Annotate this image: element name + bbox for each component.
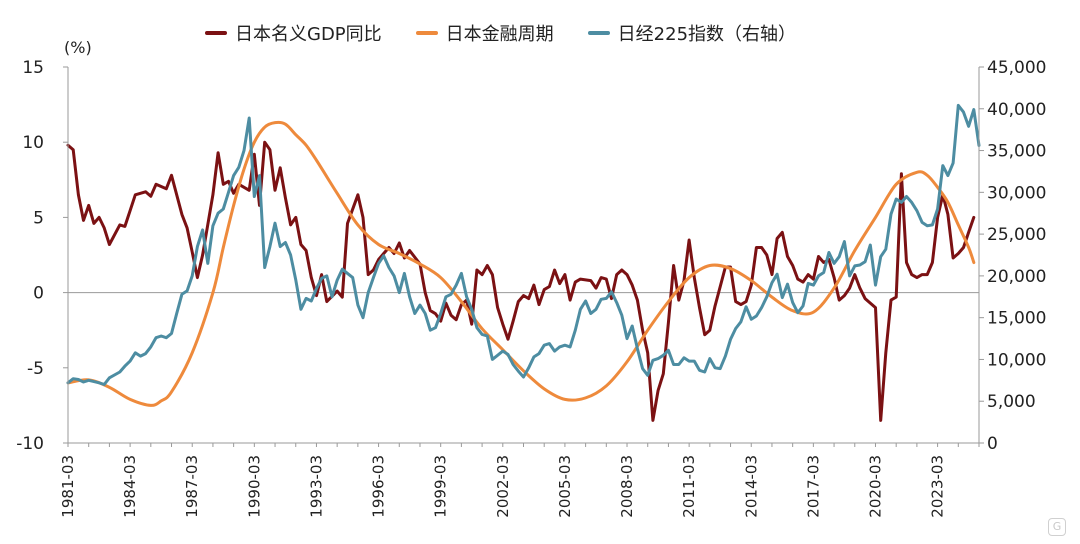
legend-item-nikkei: 日经225指数（右轴） — [587, 20, 797, 46]
x-tick-label: 2020-03 — [866, 455, 884, 518]
legend-swatch-nikkei — [587, 31, 610, 35]
y-left-tick-label: 15 — [22, 58, 44, 78]
legend-label-nikkei: 日经225指数（右轴） — [617, 24, 797, 45]
y-right-tick-label: 25,000 — [987, 225, 1046, 245]
x-tick-label: 2023-03 — [929, 455, 947, 518]
x-tick-label: 1999-03 — [432, 455, 450, 518]
y-axis-unit-label: (%) — [64, 38, 92, 57]
y-right-tick-label: 5,000 — [987, 392, 1036, 412]
x-tick-label: 1987-03 — [183, 455, 201, 518]
y-left-tick-label: 5 — [33, 208, 44, 228]
x-tick-label: 1996-03 — [370, 455, 388, 518]
y-left-tick-label: 0 — [33, 284, 44, 304]
axis-layer: -10 -5 0 5 10 15 0 5,000 10,000 15,000 20,000 25,00… — [16, 58, 1046, 518]
y-right-tick-label: 20,000 — [987, 267, 1046, 287]
legend-label-gdp: 日本名义GDP同比 — [235, 24, 382, 45]
legend-swatch-financial-cycle — [415, 31, 438, 35]
y-right-tick-label: 15,000 — [987, 309, 1046, 329]
legend-item-gdp: 日本名义GDP同比 — [205, 20, 382, 46]
series-line-gdp — [66, 140, 976, 422]
y-left-tick-label: 10 — [22, 133, 44, 153]
x-tick-label: 2008-03 — [618, 455, 636, 518]
x-tick-label: 2011-03 — [680, 455, 698, 518]
y-left-tick-label: -10 — [16, 434, 44, 454]
y-right-tick-label: 10,000 — [987, 350, 1046, 370]
x-tick-label: 2005-03 — [556, 455, 574, 518]
x-tick-label: 2002-03 — [494, 455, 512, 518]
legend-label-financial-cycle: 日本金融周期 — [445, 24, 554, 45]
series-layer — [66, 103, 981, 422]
x-tick-label: 1984-03 — [121, 455, 139, 518]
x-tick-label: 2014-03 — [742, 455, 760, 518]
x-tick-label: 2017-03 — [804, 455, 822, 518]
y-right-tick-label: 0 — [987, 434, 998, 454]
y-right-tick-label: 30,000 — [987, 183, 1046, 203]
y-right-tick-label: 45,000 — [987, 58, 1046, 78]
x-tick-label: 1993-03 — [307, 455, 325, 518]
legend-swatch-gdp — [205, 31, 227, 35]
y-left-tick-label: -5 — [27, 359, 44, 379]
watermark-logo-icon: G — [1048, 518, 1066, 536]
watermark: G — [1048, 518, 1066, 536]
legend: 日本名义GDP同比 日本金融周期 日经225指数（右轴） — [205, 20, 796, 46]
legend-item-financial-cycle: 日本金融周期 — [415, 20, 554, 46]
series-line-financial-cycle — [66, 120, 976, 407]
y-right-tick-label: 40,000 — [987, 100, 1046, 120]
y-right-tick-label: 35,000 — [987, 142, 1046, 162]
x-tick-label: 1981-03 — [59, 455, 77, 518]
x-tick-label: 1990-03 — [245, 455, 263, 518]
series-line-nikkei — [66, 103, 981, 386]
